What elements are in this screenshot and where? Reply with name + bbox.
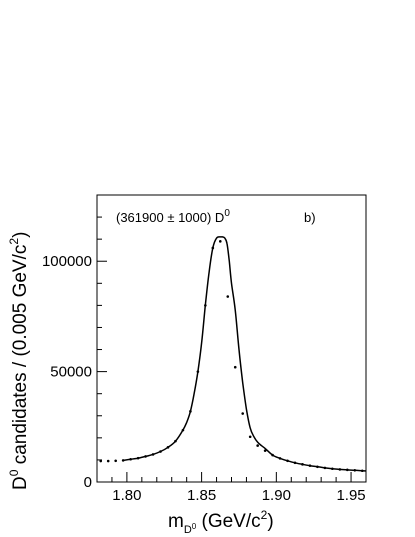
x-tick-label: 1.80 bbox=[112, 487, 141, 504]
data-point bbox=[233, 365, 237, 369]
x-tick-label: 1.95 bbox=[336, 487, 365, 504]
plot-area-border bbox=[96, 194, 367, 483]
data-point bbox=[189, 410, 192, 413]
y-tick-label: 50000 bbox=[50, 364, 92, 381]
plot-frame bbox=[96, 194, 367, 483]
data-point bbox=[308, 464, 312, 467]
data-point bbox=[99, 459, 103, 463]
data-point bbox=[174, 439, 177, 443]
data-point bbox=[346, 468, 349, 472]
data-point bbox=[166, 446, 170, 449]
data-point bbox=[241, 412, 245, 415]
data-point bbox=[211, 246, 215, 250]
data-point bbox=[271, 453, 274, 457]
data-point bbox=[248, 435, 252, 439]
x-axis-title: mD0 (GeV/c2) bbox=[168, 508, 274, 536]
axis-ticks: 1.80 1.85 1.90 1.95 0 50000 100000 bbox=[42, 194, 367, 504]
panel-label: b) bbox=[304, 210, 316, 225]
data-point bbox=[114, 459, 117, 463]
y-axis-title: D0 candidates / (0.005 GeV/c2) bbox=[7, 232, 31, 490]
count-annotation: (361900 ± 1000) D0 bbox=[116, 208, 230, 225]
data-point bbox=[151, 453, 155, 456]
data-point bbox=[353, 468, 357, 472]
x-tick-label: 1.90 bbox=[262, 487, 291, 504]
x-tick-label: 1.85 bbox=[187, 487, 216, 504]
data-points-layer bbox=[99, 240, 364, 473]
data-point bbox=[159, 450, 162, 453]
data-point bbox=[360, 469, 364, 473]
data-point bbox=[256, 444, 259, 447]
data-point bbox=[181, 428, 185, 432]
data-point bbox=[121, 459, 125, 462]
fit-curve bbox=[123, 236, 367, 472]
y-tick-label: 0 bbox=[84, 474, 92, 491]
data-point bbox=[301, 463, 304, 466]
data-point bbox=[278, 457, 282, 460]
data-point bbox=[286, 459, 289, 463]
data-point bbox=[338, 468, 342, 471]
data-point bbox=[316, 465, 319, 469]
data-point bbox=[331, 467, 334, 471]
data-point bbox=[204, 304, 207, 307]
data-point bbox=[263, 449, 267, 452]
data-point bbox=[144, 455, 147, 458]
data-point bbox=[136, 456, 140, 460]
fit-curve-layer bbox=[123, 236, 367, 472]
data-point bbox=[323, 466, 327, 470]
data-point bbox=[293, 461, 297, 465]
data-point bbox=[106, 459, 110, 463]
data-point bbox=[226, 295, 230, 298]
data-point bbox=[129, 457, 132, 461]
data-point bbox=[196, 370, 200, 373]
data-point bbox=[218, 240, 222, 243]
y-tick-label: 100000 bbox=[42, 253, 92, 270]
